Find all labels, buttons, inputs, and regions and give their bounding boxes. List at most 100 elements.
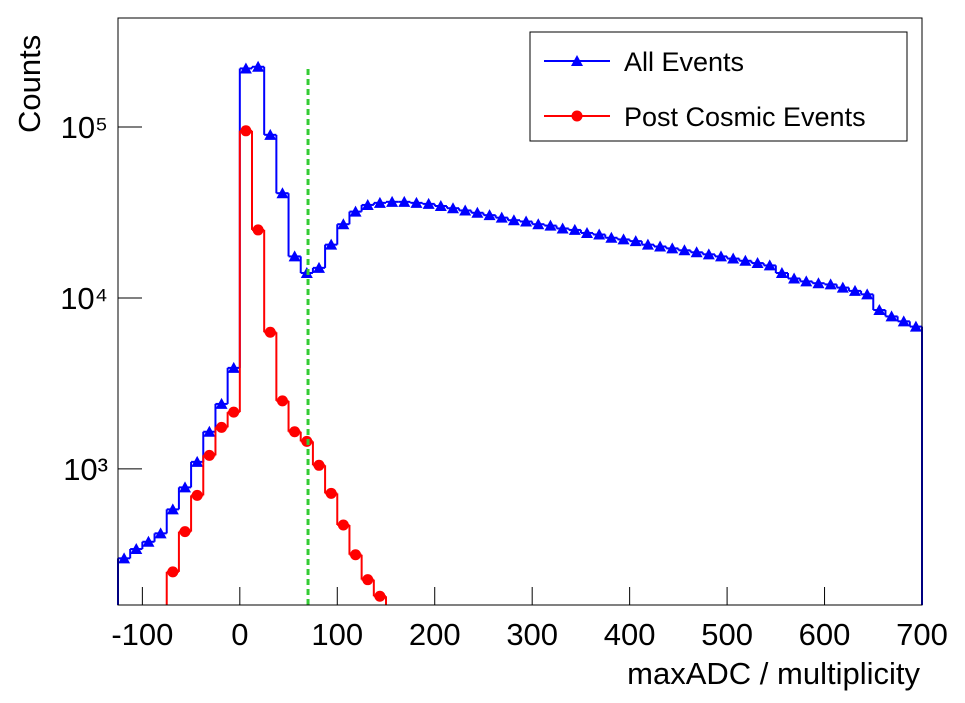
marker <box>849 284 861 296</box>
x-tick-label: 0 <box>231 617 248 652</box>
marker <box>495 211 508 223</box>
y-tick-label: 10⁴ <box>60 281 108 316</box>
marker <box>276 395 288 407</box>
marker <box>361 198 374 210</box>
marker <box>350 549 362 561</box>
y-axis-label: Counts <box>12 35 47 133</box>
marker <box>459 204 472 216</box>
marker <box>763 259 776 271</box>
marker <box>544 219 557 231</box>
marker <box>142 535 155 547</box>
marker <box>313 459 325 471</box>
marker <box>289 426 301 438</box>
marker <box>715 250 727 262</box>
marker <box>897 315 910 327</box>
marker <box>568 223 581 235</box>
marker <box>532 218 545 230</box>
marker <box>483 209 496 221</box>
marker <box>362 574 374 586</box>
marker <box>678 244 691 256</box>
marker <box>447 202 459 214</box>
marker <box>434 200 447 212</box>
marker <box>325 238 338 250</box>
marker <box>337 218 350 230</box>
marker <box>349 205 362 217</box>
marker <box>386 195 399 207</box>
marker <box>605 231 618 243</box>
legend-label: Post Cosmic Events <box>624 102 866 132</box>
marker <box>227 361 240 373</box>
marker <box>861 288 874 300</box>
marker <box>654 240 667 252</box>
marker <box>629 235 642 247</box>
legend-marker <box>571 55 583 66</box>
legend-marker <box>571 110 583 122</box>
marker <box>191 489 203 501</box>
marker <box>422 197 435 209</box>
marker <box>556 222 569 234</box>
step-connector <box>165 130 387 605</box>
plot-frame <box>117 17 923 606</box>
y-tick-label: 10³ <box>63 452 108 487</box>
marker <box>252 60 265 72</box>
marker <box>398 195 411 207</box>
marker <box>775 266 788 278</box>
x-axis-label: maxADC / multiplicity <box>627 656 920 691</box>
marker <box>690 246 703 258</box>
marker <box>836 281 849 293</box>
marker <box>167 566 179 578</box>
marker <box>203 425 216 437</box>
marker <box>239 62 252 74</box>
marker <box>288 250 301 262</box>
marker <box>617 233 630 245</box>
marker <box>471 206 484 218</box>
marker <box>751 257 764 269</box>
marker <box>410 196 423 208</box>
marker <box>520 215 533 227</box>
marker <box>812 277 825 289</box>
marker <box>130 543 143 555</box>
marker <box>702 248 715 260</box>
marker <box>154 527 167 539</box>
x-tick-label: 400 <box>604 617 656 652</box>
marker <box>373 196 386 208</box>
x-tick-label: 100 <box>311 617 363 652</box>
marker <box>179 526 191 538</box>
marker <box>228 406 240 418</box>
marker <box>240 125 252 137</box>
marker <box>739 254 752 266</box>
marker <box>264 326 276 338</box>
marker <box>374 590 386 602</box>
marker <box>824 278 837 290</box>
marker <box>313 261 325 273</box>
marker <box>885 310 898 322</box>
marker <box>873 304 886 316</box>
legend-label: All Events <box>624 47 744 77</box>
marker <box>641 238 654 250</box>
marker <box>191 455 204 467</box>
y-tick-label: 10⁵ <box>61 110 108 145</box>
marker <box>788 272 801 284</box>
marker <box>118 552 131 564</box>
marker <box>337 519 349 531</box>
marker <box>325 487 337 499</box>
marker <box>909 320 922 332</box>
marker <box>276 187 289 199</box>
marker <box>507 214 520 226</box>
marker <box>666 242 679 254</box>
marker <box>593 228 606 240</box>
x-tick-label: -100 <box>111 617 173 652</box>
x-tick-label: 600 <box>799 617 851 652</box>
marker <box>581 226 593 238</box>
marker <box>252 224 264 236</box>
marker <box>203 449 215 461</box>
x-tick-label: 200 <box>409 617 461 652</box>
marker <box>216 421 228 433</box>
x-tick-label: 300 <box>506 617 558 652</box>
marker <box>264 128 277 140</box>
x-tick-label: 500 <box>701 617 753 652</box>
marker <box>179 481 191 493</box>
x-tick-label: 700 <box>896 617 948 652</box>
